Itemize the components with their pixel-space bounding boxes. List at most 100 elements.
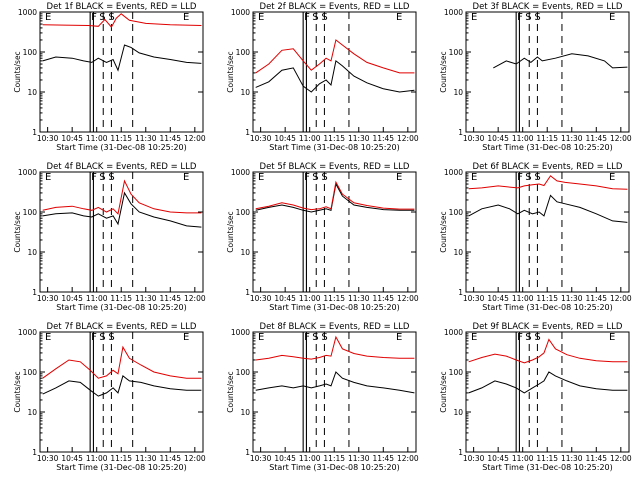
x-tick-label: 11:30 xyxy=(561,454,583,463)
x-tick-label: 10:45 xyxy=(274,134,296,143)
flag-letter: S xyxy=(525,172,531,183)
x-tick-label: 10:30 xyxy=(463,134,485,143)
x-tick-label: 10:30 xyxy=(250,454,272,463)
flag-letter: E xyxy=(258,12,264,23)
x-tick-label: 11:15 xyxy=(536,134,558,143)
x-axis-label: Start Time (31-Dec-08 10:25:20) xyxy=(482,143,613,152)
y-tick-label: 100 xyxy=(449,48,464,57)
series-line-lld xyxy=(468,175,628,190)
flag-letter: E xyxy=(45,12,51,23)
x-tick-label: 11:30 xyxy=(348,134,370,143)
flag-letter: S xyxy=(525,332,531,343)
y-tick-label: 10 xyxy=(27,248,37,257)
x-tick-label: 11:00 xyxy=(299,454,321,463)
flag-letter: S xyxy=(525,12,531,23)
series-line-events xyxy=(255,60,415,93)
x-tick-label: 10:45 xyxy=(61,294,83,303)
y-tick-label: 1000 xyxy=(231,168,250,177)
x-tick-label: 11:15 xyxy=(323,134,345,143)
y-axis-label: Counts/sec xyxy=(13,51,22,92)
panel-title: Det 4f BLACK = Events, RED = LLD xyxy=(47,162,197,172)
y-tick-label: 1 xyxy=(32,128,37,137)
flag-letter: S xyxy=(99,172,105,183)
x-tick-label: 11:45 xyxy=(585,294,607,303)
x-tick-label: 11:30 xyxy=(135,134,157,143)
flag-letter: F xyxy=(91,12,97,23)
series-line-events xyxy=(468,371,628,394)
flag-letter: F xyxy=(304,172,310,183)
x-tick-label: 12:00 xyxy=(397,454,419,463)
flag-letter: E xyxy=(609,172,615,183)
y-axis-label: Counts/sec xyxy=(439,371,448,412)
x-tick-label: 10:30 xyxy=(463,294,485,303)
y-tick-label: 100 xyxy=(236,368,251,377)
flag-letter: F xyxy=(304,12,310,23)
flag-letter: E xyxy=(396,172,402,183)
y-tick-label: 100 xyxy=(23,48,38,57)
x-axis-label: Start Time (31-Dec-08 10:25:20) xyxy=(269,143,400,152)
x-tick-label: 11:15 xyxy=(536,294,558,303)
x-axis-label: Start Time (31-Dec-08 10:25:20) xyxy=(56,143,187,152)
flag-letter: F xyxy=(91,332,97,343)
series-line-events xyxy=(42,44,202,72)
x-tick-label: 11:15 xyxy=(110,454,132,463)
flag-letter: E xyxy=(183,12,189,23)
x-tick-label: 10:45 xyxy=(274,294,296,303)
x-tick-label: 12:00 xyxy=(397,134,419,143)
x-axis-label: Start Time (31-Dec-08 10:25:20) xyxy=(482,303,613,312)
panel-title: Det 3f BLACK = Events, RED = LLD xyxy=(473,2,623,12)
x-tick-label: 10:30 xyxy=(250,294,272,303)
x-tick-label: 11:15 xyxy=(323,294,345,303)
y-tick-label: 10 xyxy=(453,408,463,417)
y-tick-label: 1 xyxy=(458,128,463,137)
y-tick-label: 10 xyxy=(27,88,37,97)
x-tick-label: 11:45 xyxy=(372,294,394,303)
x-axis-label: Start Time (31-Dec-08 10:25:20) xyxy=(56,303,187,312)
flag-letter: S xyxy=(321,332,327,343)
flag-letter: S xyxy=(321,172,327,183)
flag-letter: S xyxy=(534,172,540,183)
y-tick-label: 1000 xyxy=(231,328,250,337)
flag-letter: S xyxy=(321,12,327,23)
x-axis-label: Start Time (31-Dec-08 10:25:20) xyxy=(269,463,400,472)
y-tick-label: 100 xyxy=(449,368,464,377)
x-tick-label: 11:30 xyxy=(561,134,583,143)
y-tick-label: 1 xyxy=(32,448,37,457)
flag-letter: E xyxy=(471,172,477,183)
flag-letter: S xyxy=(108,12,114,23)
flag-letter: S xyxy=(108,172,114,183)
y-tick-label: 10 xyxy=(453,248,463,257)
series-line-lld xyxy=(42,13,202,28)
flag-letter: S xyxy=(312,172,318,183)
y-tick-label: 10 xyxy=(453,88,463,97)
x-tick-label: 10:30 xyxy=(250,134,272,143)
flag-letter: S xyxy=(99,332,105,343)
x-tick-label: 11:00 xyxy=(86,134,108,143)
x-tick-label: 11:45 xyxy=(585,454,607,463)
x-tick-label: 11:45 xyxy=(159,134,181,143)
y-tick-label: 1000 xyxy=(18,8,37,17)
flag-letter: F xyxy=(517,332,523,343)
flag-letter: S xyxy=(534,332,540,343)
x-tick-label: 10:45 xyxy=(61,134,83,143)
flag-letter: S xyxy=(108,332,114,343)
plot-frame xyxy=(465,11,630,133)
flag-letter: S xyxy=(534,12,540,23)
flag-letter: E xyxy=(183,332,189,343)
y-axis-label: Counts/sec xyxy=(226,371,235,412)
y-tick-label: 1 xyxy=(245,448,250,457)
flag-letter: F xyxy=(91,172,97,183)
x-tick-label: 10:30 xyxy=(37,294,59,303)
x-tick-label: 10:30 xyxy=(463,454,485,463)
x-tick-label: 12:00 xyxy=(184,454,206,463)
y-tick-label: 100 xyxy=(23,368,38,377)
flag-letter: F xyxy=(304,332,310,343)
y-tick-label: 1 xyxy=(32,288,37,297)
series-line-events xyxy=(493,53,628,69)
y-tick-label: 1 xyxy=(458,448,463,457)
plot-frame xyxy=(39,171,204,293)
